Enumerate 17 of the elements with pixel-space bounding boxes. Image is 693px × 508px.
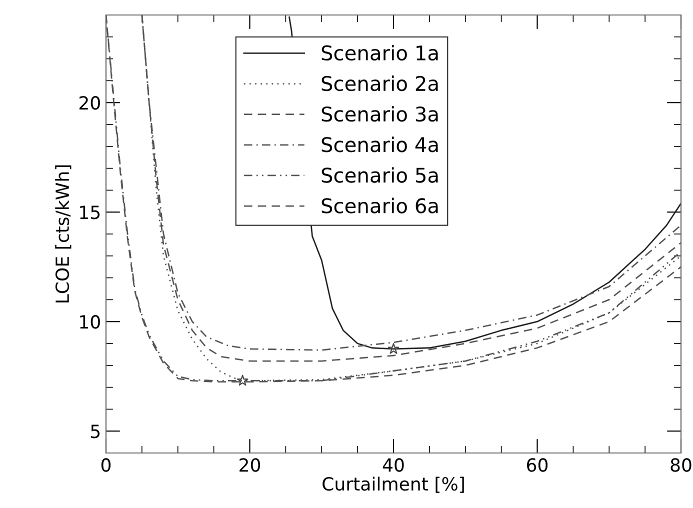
legend-label: Scenario 5a [322,167,438,183]
y-tick-label: 15 [80,206,100,220]
y-axis-title: LCOE [cts/kWh] [55,165,72,302]
y-tick-label: 5 [91,424,100,438]
legend-label: Scenario 1a [322,44,438,61]
legend-label: Scenario 3a [322,106,438,122]
x-tick-label: 0 [101,458,111,472]
y-tick-label: 10 [80,315,100,329]
legend-label: Scenario 4a [322,136,438,152]
legend-label: Scenario 2a [322,76,438,92]
x-tick-label: 40 [382,458,404,472]
x-axis-title: Curtailment [%] [322,476,464,493]
legend-label: Scenario 6a [322,198,438,214]
x-tick-label: 60 [527,458,548,472]
x-tick-label: 20 [240,458,260,472]
y-tick-label: 20 [79,96,100,110]
x-tick-label: 80 [670,458,692,472]
